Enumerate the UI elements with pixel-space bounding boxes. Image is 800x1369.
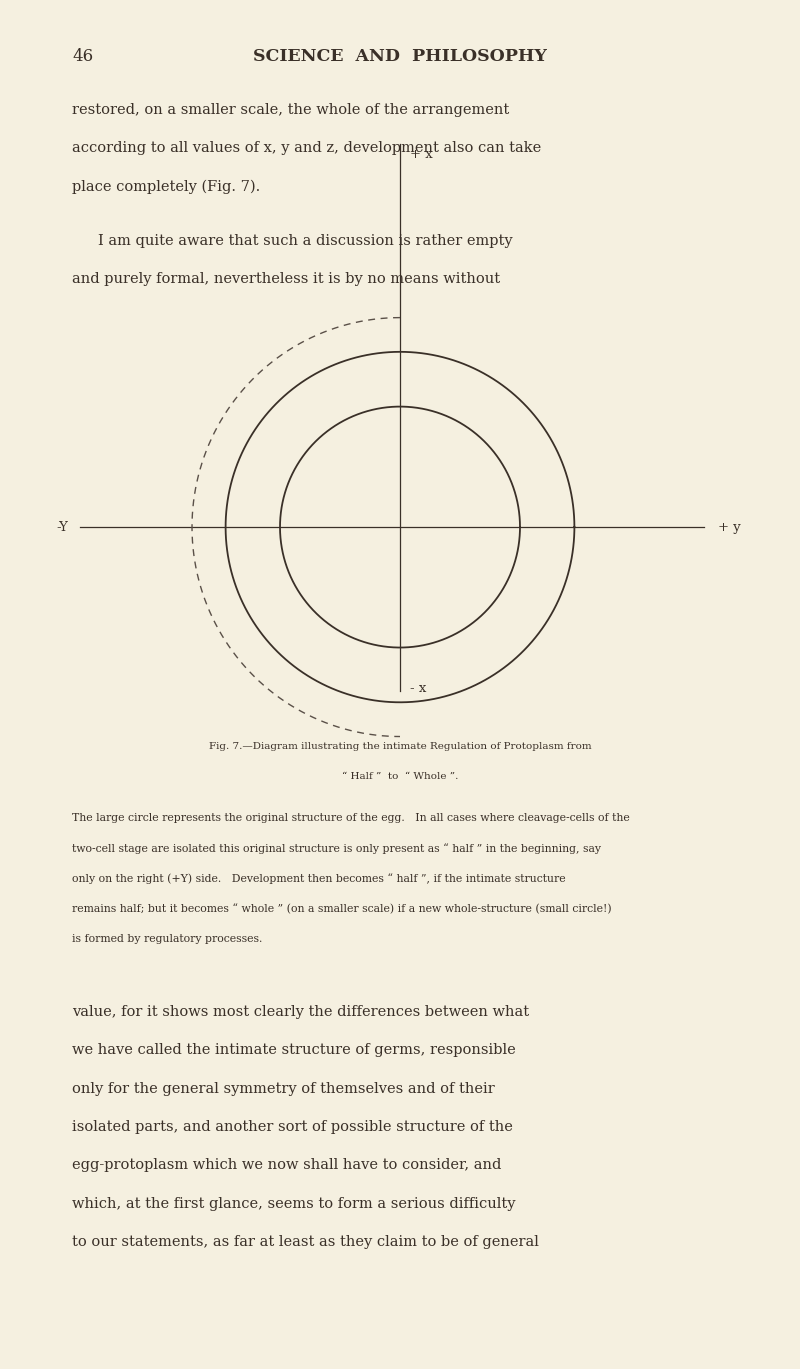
Text: Fig. 7.—Diagram illustrating the intimate Regulation of Protoplasm from: Fig. 7.—Diagram illustrating the intimat… xyxy=(209,742,591,752)
Text: which, at the first glance, seems to form a serious difficulty: which, at the first glance, seems to for… xyxy=(72,1197,515,1210)
Text: isolated parts, and another sort of possible structure of the: isolated parts, and another sort of poss… xyxy=(72,1120,513,1134)
Text: 46: 46 xyxy=(72,48,93,64)
Text: The large circle represents the original structure of the egg.   In all cases wh: The large circle represents the original… xyxy=(72,813,630,823)
Text: “ Half ”  to  “ Whole ”.: “ Half ” to “ Whole ”. xyxy=(342,772,458,782)
Text: SCIENCE  AND  PHILOSOPHY: SCIENCE AND PHILOSOPHY xyxy=(253,48,547,64)
Text: + y: + y xyxy=(718,520,741,534)
Text: is formed by regulatory processes.: is formed by regulatory processes. xyxy=(72,934,262,943)
Text: according to all values of x, y and z, development also can take: according to all values of x, y and z, d… xyxy=(72,141,542,155)
Text: only on the right (+Y) side.   Development then becomes “ half ”, if the intimat: only on the right (+Y) side. Development… xyxy=(72,873,566,884)
Text: - x: - x xyxy=(410,682,426,695)
Text: two-cell stage are isolated this original structure is only present as “ half ” : two-cell stage are isolated this origina… xyxy=(72,843,601,854)
Text: we have called the intimate structure of germs, responsible: we have called the intimate structure of… xyxy=(72,1043,516,1057)
Text: value, for it shows most clearly the differences between what: value, for it shows most clearly the dif… xyxy=(72,1005,529,1019)
Text: -Y: -Y xyxy=(56,520,68,534)
Text: only for the general symmetry of themselves and of their: only for the general symmetry of themsel… xyxy=(72,1082,494,1095)
Text: restored, on a smaller scale, the whole of the arrangement: restored, on a smaller scale, the whole … xyxy=(72,103,510,116)
Text: remains half; but it becomes “ whole ” (on a smaller scale) if a new whole-struc: remains half; but it becomes “ whole ” (… xyxy=(72,904,612,914)
Text: egg-protoplasm which we now shall have to consider, and: egg-protoplasm which we now shall have t… xyxy=(72,1158,502,1172)
Text: + x: + x xyxy=(410,148,433,162)
Text: to our statements, as far at least as they claim to be of general: to our statements, as far at least as th… xyxy=(72,1235,539,1249)
Text: and purely formal, nevertheless it is by no means without: and purely formal, nevertheless it is by… xyxy=(72,272,500,286)
Text: I am quite aware that such a discussion is rather empty: I am quite aware that such a discussion … xyxy=(98,234,512,248)
Text: place completely (Fig. 7).: place completely (Fig. 7). xyxy=(72,179,260,194)
